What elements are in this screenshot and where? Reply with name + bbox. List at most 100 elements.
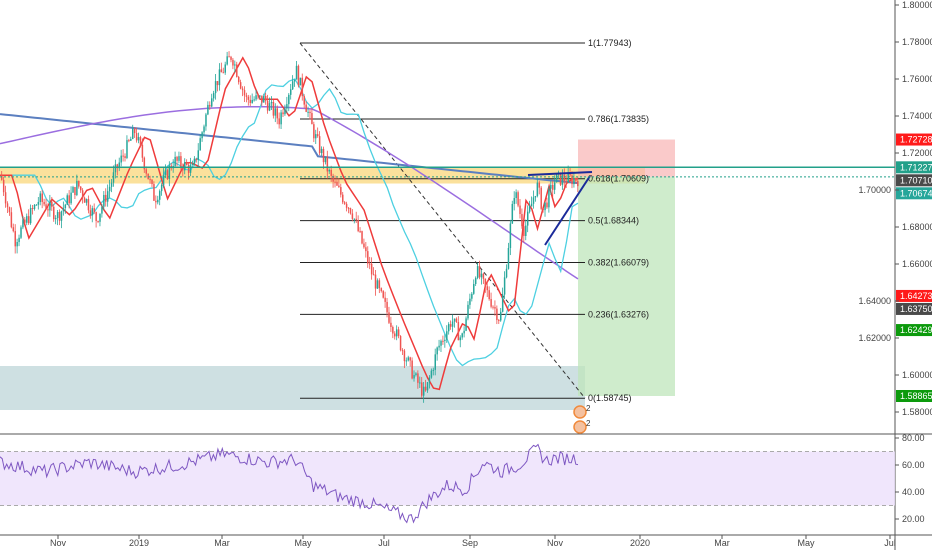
price-label-text: 1.72728 (900, 135, 932, 145)
fib-level-label: 0.618(1.70609) (588, 174, 649, 184)
price-tick-label: 1.76000 (902, 74, 932, 84)
candle-body (164, 170, 167, 176)
candle-body (338, 185, 340, 188)
candle-body (149, 179, 151, 181)
candle-body (284, 108, 286, 115)
candle-body (133, 128, 136, 134)
candle-body (484, 278, 487, 287)
candle-body (291, 81, 294, 90)
candle-body (197, 150, 200, 161)
candle-body (498, 320, 500, 322)
candle-body (374, 274, 377, 289)
candle-body (376, 280, 379, 289)
price-label-text: 1.70674 (900, 188, 932, 198)
candle-body (191, 163, 194, 165)
candle-body (324, 156, 327, 163)
rsi-tick-label: 20.00 (902, 514, 925, 524)
price-label-badge (896, 187, 932, 200)
candle-body (261, 95, 263, 103)
candle-body (492, 306, 494, 308)
candle-body (440, 340, 442, 346)
time-tick-label: May (294, 538, 312, 548)
candle-body (141, 144, 144, 158)
candle-body (66, 195, 69, 205)
candle-body (18, 237, 20, 243)
candle-body (87, 199, 90, 211)
candle-body (201, 132, 203, 139)
candle-body (426, 382, 429, 391)
candle-body (276, 108, 279, 119)
candle-body (451, 321, 454, 327)
candle-body (521, 214, 523, 227)
candle-body (342, 194, 344, 203)
candle-body (147, 173, 149, 180)
price-label-text: 1.64273 (900, 291, 932, 301)
candle-body (395, 329, 398, 337)
event-marker-icon (573, 405, 587, 419)
candle-body (555, 173, 558, 183)
candle-body (209, 104, 211, 107)
candle-body (132, 128, 134, 139)
candle-body (8, 207, 11, 213)
candle-body (405, 360, 408, 362)
candle-body (540, 187, 542, 209)
candle-body (155, 200, 157, 203)
candle-body (27, 216, 30, 224)
candle-body (220, 69, 223, 73)
candle-body (424, 386, 427, 391)
candle-body (486, 286, 489, 291)
candle-body (407, 357, 410, 361)
ma-100-line (0, 106, 579, 280)
candle-body (243, 90, 246, 96)
candle-body (12, 227, 15, 232)
candle-body (51, 201, 53, 207)
candle-body (318, 136, 321, 153)
candle-body (434, 354, 436, 370)
price-label-text: 1.71227 (900, 162, 932, 172)
candle-body (263, 96, 265, 103)
time-tick-label: Mar (714, 538, 730, 548)
candle-body (105, 194, 107, 202)
candle-body (182, 166, 184, 171)
candle-body (218, 69, 221, 86)
candle-body (31, 208, 34, 210)
candle-body (509, 223, 512, 248)
candle-body (203, 126, 205, 133)
candle-body (563, 174, 566, 182)
candle-body (106, 191, 109, 202)
candle-body (10, 212, 13, 228)
candle-body (457, 322, 460, 341)
rsi-line (0, 443, 579, 524)
candle-body (280, 112, 282, 125)
candle-body (523, 226, 525, 236)
candle-body (370, 263, 373, 275)
candle-body (153, 184, 155, 201)
candle-body (386, 301, 388, 313)
candle-body (47, 209, 49, 211)
candle-body (422, 386, 425, 396)
price-tick-label: 1.58000 (902, 407, 932, 417)
candle-body (259, 95, 261, 97)
candle-body (43, 201, 45, 205)
price-tick-label: 1.74000 (902, 111, 932, 121)
candle-body (139, 137, 142, 145)
candle-body (257, 95, 259, 97)
candle-body (185, 162, 188, 165)
candle-body (268, 103, 271, 111)
candle-body (91, 208, 94, 216)
candle-body (195, 158, 198, 161)
price-label-badge (896, 174, 932, 187)
candle-body (355, 218, 358, 221)
candle-body (532, 197, 535, 204)
rsi-tick-label: 80.00 (902, 433, 925, 443)
candle-body (239, 82, 242, 89)
candle-body (343, 202, 346, 204)
candle-body (548, 188, 550, 208)
candle-body (552, 184, 554, 190)
candle-body (37, 202, 40, 205)
candle-body (544, 202, 546, 211)
trendline-top (527, 171, 593, 176)
candle-body (571, 175, 573, 185)
